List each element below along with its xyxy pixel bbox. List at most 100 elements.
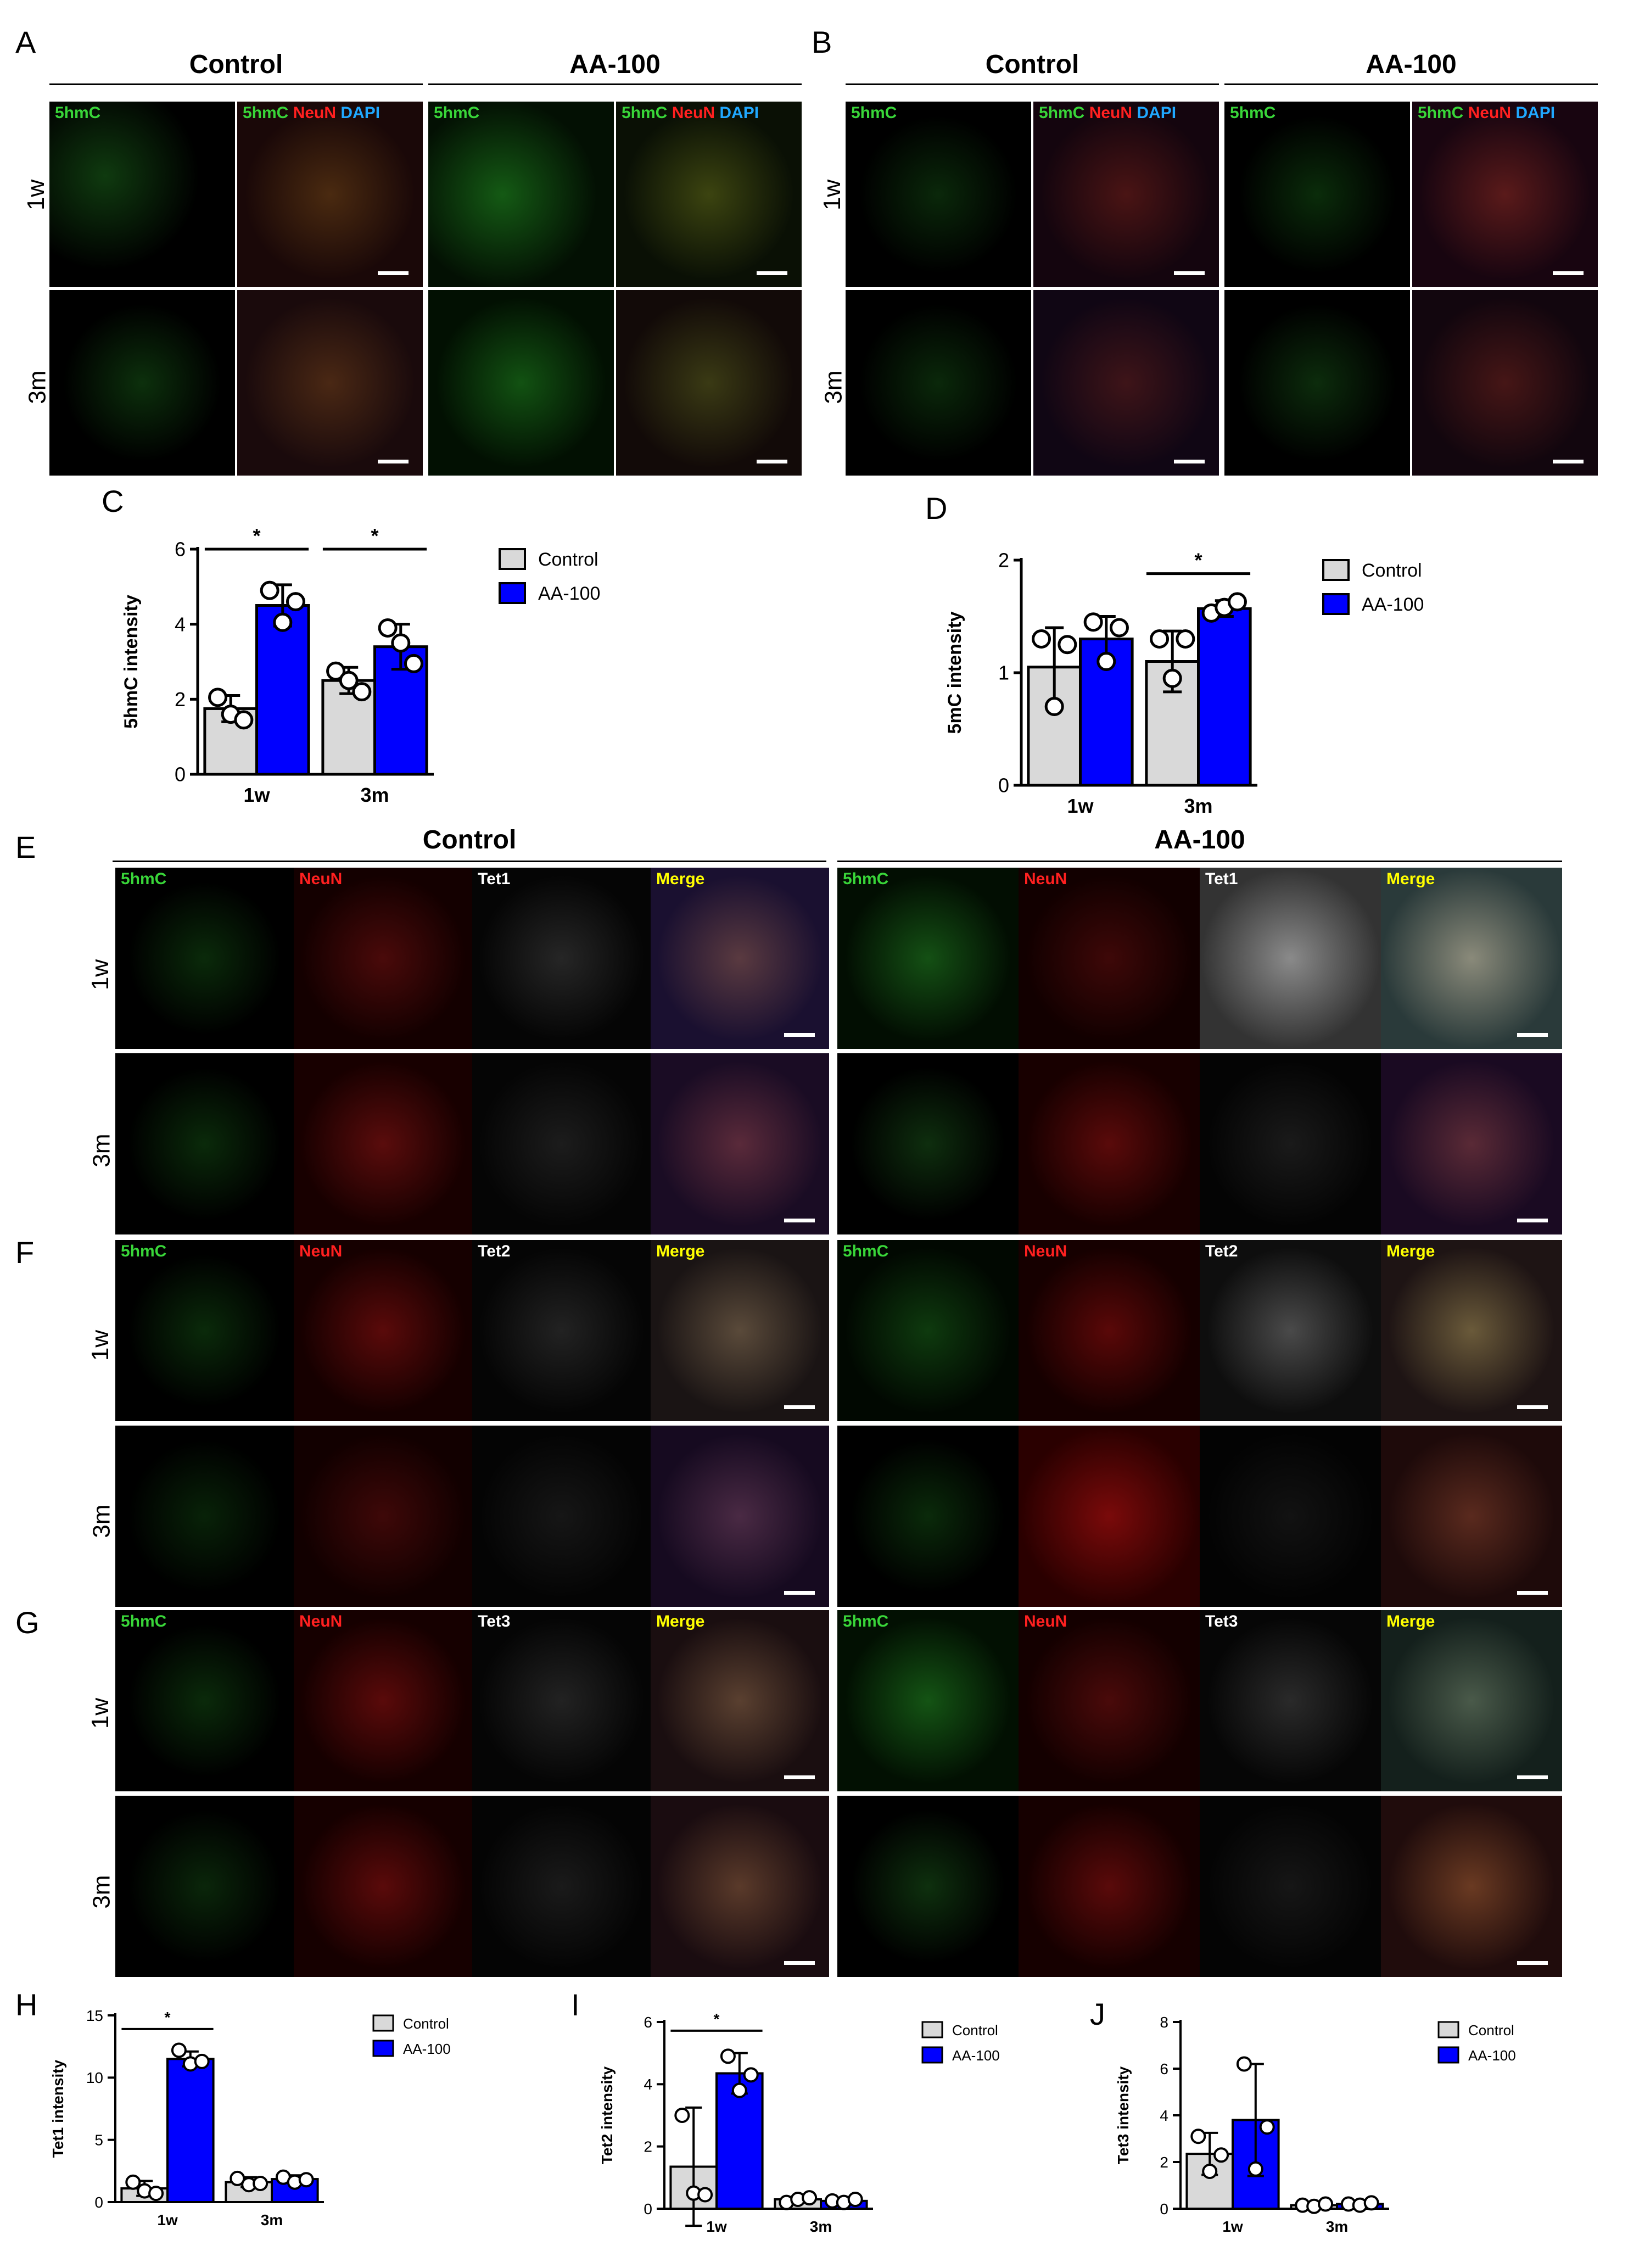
channel-label-5hmc: 5hmC [843,1612,889,1630]
data-point [1190,2129,1206,2144]
data-point [286,592,305,612]
y-tick-label: 2 [998,549,1009,572]
channel-label-tet2: Tet2 [1205,1242,1238,1260]
channel-label-tet1: Tet1 [1205,870,1238,888]
data-point [234,710,254,730]
panel-a-micrograph-control-3m-5hmc [49,290,235,476]
channel-label-neun: NeuN [672,104,715,122]
significance-star: * [165,2009,171,2026]
channel-label-neun: NeuN [1024,870,1067,888]
data-point [1032,629,1051,649]
panel-e-micrograph-aa100-3m-merge [1381,1053,1562,1234]
data-point [1236,2056,1252,2072]
panel-f-micrograph-control-1w-merge: Merge [651,1240,829,1421]
significance-star: * [1194,549,1202,572]
y-tick-label: 8 [1160,2014,1168,2031]
data-point [1202,2164,1218,2179]
channel-label-5hmc: 5hmC [851,104,897,122]
data-point [674,2108,690,2123]
data-point [298,2172,314,2188]
panel-e-group-control: Control [422,825,517,854]
panel-f-micrograph-aa100-3m-merge [1381,1426,1562,1607]
panel-a-group-control-line [49,83,423,85]
x-tick-label: 1w [243,784,270,806]
panel-b-micrograph-control-3m-5hmc [846,290,1031,476]
panel-f-micrograph-control-3m-tet2 [472,1426,651,1607]
scale-bar [757,460,787,463]
channel-label-5hmc: 5hmC [843,870,889,888]
x-tick-label: 3m [810,2218,832,2235]
y-tick-label: 1 [998,662,1009,684]
channel-label-neun: NeuN [293,104,337,122]
panel-g-micrograph-control-3m-5hmc [115,1796,294,1977]
panel-e-micrograph-control-1w-merge: Merge [651,868,829,1049]
panel-c-bar-chart: 0 2 4 6 5hmC intensity 1w 3m * * Control AA-100 [99,522,758,829]
channel-label-5hmc: 5hmC [843,1242,889,1260]
panel-e-group-aa100-line [837,861,1562,862]
data-point [743,2067,759,2083]
panel-f-micrograph-control-1w-neun: NeuN [294,1240,472,1421]
data-point [208,688,228,707]
significance-star: * [714,2010,720,2027]
data-point [1363,2195,1379,2211]
channel-label-neun: NeuN [1024,1242,1067,1260]
panel-e-group-control-line [113,861,826,862]
legend-swatch [499,548,526,570]
channel-label-5hmc: 5hmC [1230,104,1276,122]
x-tick-label: 3m [360,784,389,806]
legend-label: AA-100 [403,2041,451,2057]
panel-a-group-control: Control [189,50,283,79]
scale-bar [1174,271,1205,275]
panel-e-micrograph-aa100-3m-5hmc [837,1053,1019,1234]
legend-label: AA-100 [1468,2047,1516,2064]
data-point [1044,697,1064,716]
data-point [391,633,411,653]
panel-a-micrograph-control-3m-merge [237,290,423,476]
x-tick-label: 3m [1184,795,1212,817]
data-point [1096,652,1116,671]
panel-g-micrograph-aa100-3m-tet3 [1200,1796,1381,1977]
legend-swatch [1322,559,1350,581]
legend-label: Control [1468,2022,1514,2038]
panel-e-row-label-3m: 3m [88,1133,115,1167]
y-tick-label: 2 [1160,2154,1168,2171]
panel-e-micrograph-aa100-3m-neun [1019,1053,1200,1234]
panel-h-bar-chart: 0 5 10 15 Tet1 intensity 1w 3m * Control AA-100 [33,1993,549,2252]
channel-label-5hmc: 5hmC [121,870,167,888]
panel-b-group-aa100-line [1224,83,1598,85]
panel-b-group-control-line [846,83,1219,85]
panel-f-micrograph-control-1w-5hmc: 5hmC [115,1240,294,1421]
channel-label-merge: Merge [656,1242,705,1260]
data-point [194,2053,210,2069]
data-point [802,2190,818,2206]
panel-a-group-aa100-line [428,83,802,85]
panel-g-micrograph-aa100-3m-neun [1019,1796,1200,1977]
panel-b-row-label-3m: 3m [820,370,847,404]
significance-star: * [371,524,378,547]
panel-label-f: F [15,1235,35,1270]
panel-g-micrograph-aa100-1w-5hmc: 5hmC [837,1610,1019,1791]
y-tick-label: 6 [644,2014,652,2031]
panel-e-micrograph-aa100-1w-neun: NeuN [1019,868,1200,1049]
panel-g-micrograph-aa100-1w-tet3: Tet3 [1200,1610,1381,1791]
data-point [260,580,279,600]
channel-label-merge: Merge [656,1612,705,1630]
y-tick-label: 10 [86,2069,103,2086]
panel-label-i: I [571,1987,580,2022]
y-axis-label: Tet1 intensity [49,2059,66,2158]
data-point [352,682,372,702]
data-point [1109,618,1129,638]
panel-b-micrograph-aa100-1w-merge: 5hmC NeuN DAPI [1412,102,1598,287]
scale-bar [784,1961,815,1965]
y-tick-label: 4 [175,613,186,635]
panel-g-micrograph-control-1w-neun: NeuN [294,1610,472,1791]
panel-e-micrograph-aa100-1w-5hmc: 5hmC [837,868,1019,1049]
panel-b-micrograph-control-1w-5hmc: 5hmC [846,102,1031,287]
channel-label-dapi: DAPI [719,104,759,122]
panel-label-d: D [925,491,948,526]
data-point [230,2170,245,2186]
legend-label: AA-100 [1362,594,1424,615]
data-point [125,2174,141,2190]
panel-label-h: H [15,1987,38,2022]
channel-label-5hmc: 5hmC [1039,104,1085,122]
